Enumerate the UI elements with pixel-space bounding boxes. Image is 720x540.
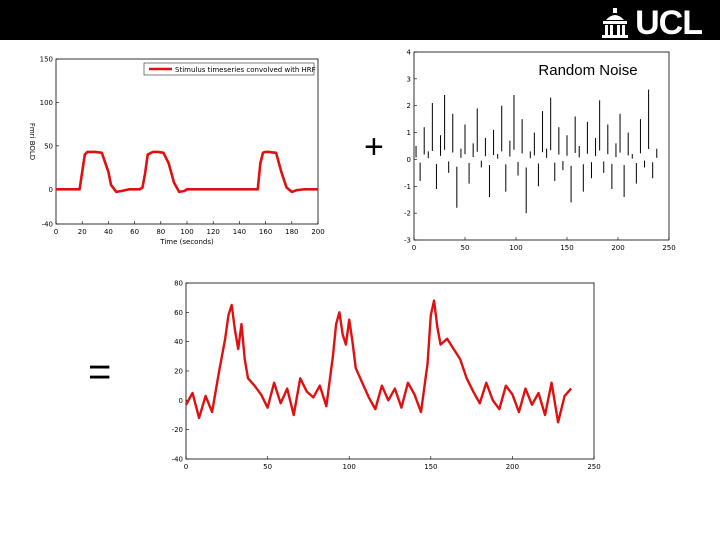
x-tick-label: 100	[509, 244, 522, 252]
y-tick-label: 80	[174, 280, 183, 288]
legend-label: Stimulus timeseries convolved with HRF	[175, 66, 316, 74]
plot-frame	[413, 51, 670, 241]
ucl-logo: UCL	[601, 4, 703, 42]
x-tick-label: 0	[412, 244, 416, 252]
y-tick-label: 4	[407, 49, 412, 57]
x-tick-label: 50	[461, 244, 470, 252]
y-tick-label: 20	[174, 368, 183, 376]
x-tick-label: 100	[343, 463, 356, 471]
y-tick-label: 1	[407, 129, 411, 137]
y-tick-label: -40	[172, 456, 183, 464]
x-tick-label: 250	[587, 463, 600, 471]
y-tick-label: -1	[404, 183, 411, 191]
y-tick-label: -3	[404, 237, 411, 245]
x-tick-label: 60	[130, 228, 139, 236]
x-tick-label: 80	[156, 228, 165, 236]
x-tick-label: 200	[506, 463, 519, 471]
ucl-portico-icon	[602, 8, 629, 38]
x-tick-label: 20	[78, 228, 87, 236]
header-bar: UCL	[0, 0, 720, 40]
noise-chart-title: Random Noise	[538, 62, 638, 79]
y-tick-label: 60	[174, 309, 183, 317]
x-tick-label: 100	[180, 228, 193, 236]
y-tick-label: 100	[40, 99, 53, 107]
y-tick-label: 3	[407, 75, 411, 83]
x-tick-label: 120	[207, 228, 220, 236]
y-tick-label: -40	[42, 221, 53, 229]
x-tick-label: 50	[263, 463, 272, 471]
x-axis-label: Time (seconds)	[159, 238, 214, 246]
x-tick-label: 140	[233, 228, 246, 236]
y-tick-label: 2	[407, 102, 411, 110]
y-tick-label: -2	[404, 210, 411, 218]
y-axis-label: Fmri BOLD	[28, 123, 36, 160]
equals-operator: =	[88, 350, 112, 394]
y-tick-label: 50	[44, 142, 53, 150]
plot-frame	[55, 58, 319, 225]
y-tick-label: 150	[40, 56, 53, 64]
x-tick-label: 0	[54, 228, 58, 236]
hrf-series-line	[56, 150, 318, 194]
random-noise-chart: 0 50 100 150 200 250 -3 -2 -1 0 1 2 3 4	[404, 49, 676, 253]
x-tick-label: 200	[611, 244, 624, 252]
y-tick-label: -20	[172, 426, 183, 434]
x-tick-label: 160	[259, 228, 272, 236]
ucl-wordmark: UCL	[635, 4, 703, 42]
y-tick-label: 0	[407, 156, 411, 164]
y-tick-label: 0	[179, 397, 183, 405]
x-tick-label: 180	[285, 228, 298, 236]
x-tick-label: 150	[560, 244, 573, 252]
legend-box	[143, 62, 315, 76]
x-tick-label: 200	[311, 228, 324, 236]
x-tick-label: 150	[424, 463, 437, 471]
hrf-timeseries-chart: 0 20 40 60 80 100 120 140 160 180 200-40050100150S…	[28, 56, 325, 247]
x-tick-label: 0	[184, 463, 188, 471]
x-tick-label: 250	[662, 244, 675, 252]
x-tick-label: 40	[104, 228, 113, 236]
combined-signal-chart: 0 50 100 150 200 250 -40 -20 0 20 40 60 80	[172, 280, 601, 472]
y-tick-label: 40	[174, 338, 183, 346]
y-tick-label: 0	[49, 186, 53, 194]
plus-operator: +	[364, 128, 384, 166]
combined-series-line	[184, 299, 573, 424]
